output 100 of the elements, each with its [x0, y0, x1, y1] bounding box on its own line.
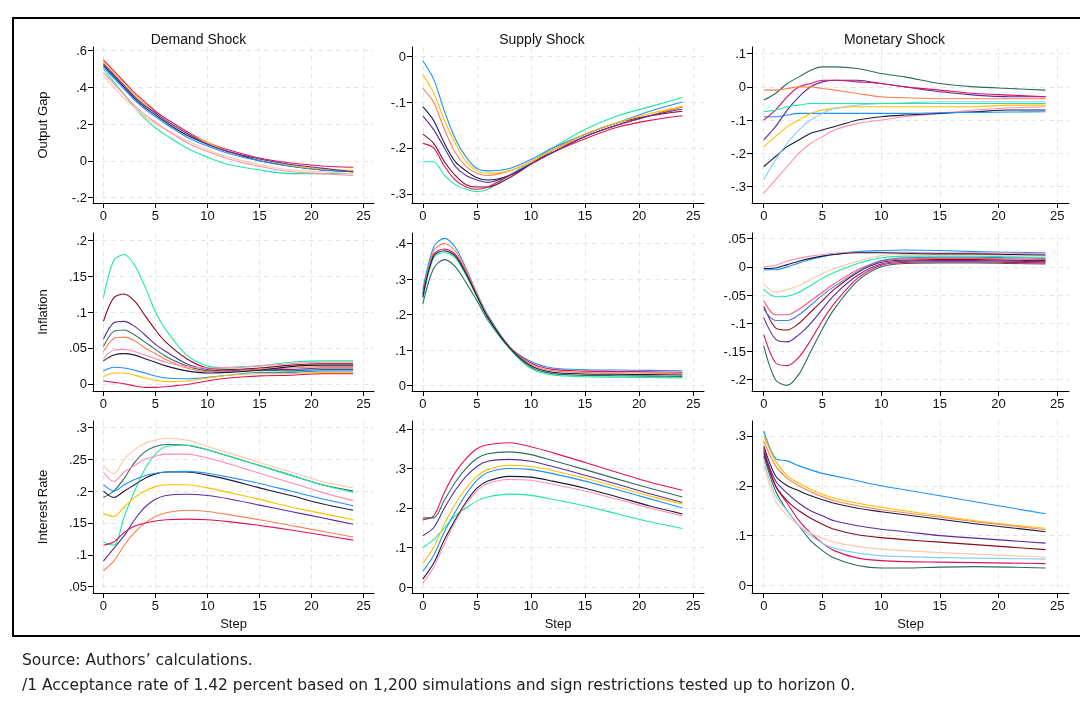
x-tick-label: 20	[991, 208, 1006, 223]
y-tick-label: .1	[76, 304, 87, 320]
x-tick-label: 5	[151, 208, 160, 223]
y-tick-label: .3	[735, 428, 746, 444]
y-tick-label: 0	[79, 153, 87, 169]
y-tick-label: -.3	[390, 186, 406, 202]
y-tick-label: .05	[68, 340, 87, 356]
y-tick-label: 0	[398, 48, 406, 64]
y-tick-label: .3	[395, 460, 406, 476]
y-tick-label: .1	[735, 46, 746, 62]
y-tick-label: 0	[398, 579, 406, 595]
x-tick-label: 15	[252, 396, 267, 411]
x-axis-title: Step	[220, 615, 247, 631]
x-tick-label: 25	[356, 396, 371, 411]
y-tick-label: 0	[79, 376, 87, 392]
x-tick-label: 5	[818, 396, 827, 411]
x-tick-label: 0	[760, 598, 768, 613]
y-tick-label: .4	[395, 236, 406, 252]
y-tick-label: .2	[76, 483, 87, 499]
x-tick-label: 15	[932, 396, 948, 411]
y-tick-label: -.1	[730, 315, 746, 331]
y-tick-label: .6	[76, 43, 87, 59]
y-tick-label: 0	[398, 378, 406, 394]
x-tick-label: 10	[523, 598, 539, 613]
x-tick-label: 25	[1050, 396, 1065, 411]
x-tick-label: 10	[200, 208, 215, 223]
y-tick-label: 0	[738, 259, 746, 275]
x-tick-label: 20	[991, 598, 1006, 613]
source-note: Source: Authors’ calculations.	[22, 650, 254, 671]
x-tick-label: 0	[99, 598, 108, 613]
x-tick-label: 15	[932, 208, 948, 223]
y-tick-label: .05	[68, 579, 87, 595]
y-tick-label: -.15	[723, 344, 746, 359]
x-tick-label: 15	[252, 208, 267, 223]
x-axis-title: Step	[544, 615, 572, 631]
x-tick-label: 25	[356, 598, 371, 613]
x-tick-label: 25	[1050, 598, 1065, 613]
y-tick-label: -.05	[723, 287, 746, 303]
x-tick-label: 25	[1050, 208, 1065, 223]
x-tick-label: 0	[419, 208, 427, 223]
y-tick-label: -.3	[730, 178, 746, 194]
y-tick-label: .05	[727, 231, 746, 247]
x-tick-label: 25	[356, 208, 371, 223]
x-tick-label: 25	[685, 396, 701, 411]
x-tick-label: 0	[99, 396, 108, 411]
y-tick-label: -.1	[390, 94, 406, 110]
x-tick-label: 20	[991, 396, 1006, 411]
x-tick-label: 15	[577, 598, 593, 613]
y-tick-label: -.2	[71, 189, 87, 205]
y-tick-label: -.2	[730, 145, 746, 161]
y-tick-label: .1	[76, 547, 87, 563]
x-tick-label: 10	[200, 598, 215, 613]
x-tick-label: 10	[873, 396, 889, 411]
x-tick-label: 5	[473, 208, 481, 223]
x-tick-label: 10	[873, 598, 889, 613]
x-tick-label: 20	[304, 598, 319, 613]
x-tick-label: 15	[252, 598, 267, 613]
x-tick-label: 20	[631, 396, 647, 411]
y-tick-label: .2	[76, 116, 87, 132]
x-tick-label: 10	[200, 396, 215, 411]
x-tick-label: 5	[818, 598, 827, 613]
y-tick-label: -.2	[730, 372, 746, 388]
y-tick-label: .15	[68, 515, 87, 531]
x-tick-label: 5	[151, 598, 160, 613]
x-tick-label: 20	[631, 598, 647, 613]
x-tick-label: 25	[685, 598, 701, 613]
x-tick-label: 5	[151, 396, 160, 411]
x-tick-label: 15	[577, 208, 593, 223]
x-tick-label: 0	[760, 396, 768, 411]
x-tick-label: 0	[760, 208, 768, 223]
y-tick-label: .1	[395, 540, 406, 556]
x-tick-label: 0	[99, 208, 108, 223]
y-tick-label: .1	[395, 342, 406, 358]
y-tick-label: 0	[738, 578, 746, 594]
x-tick-label: 10	[873, 208, 889, 223]
text: /1 Acceptance rate of 1.42 percent based on 1,200 simulations and sign restrictions tested up to horizon 0.	[22, 675, 856, 696]
x-tick-label: 5	[473, 396, 481, 411]
y-tick-label: .2	[395, 307, 406, 323]
x-axis-title: Step	[897, 615, 924, 631]
y-tick-label: .3	[395, 271, 406, 287]
x-tick-label: 5	[473, 598, 481, 613]
y-tick-label: .2	[395, 500, 406, 516]
chart-title: Demand Shock	[150, 31, 248, 47]
y-axis-title: Interest Rate	[35, 469, 50, 545]
x-tick-label: 20	[304, 208, 319, 223]
y-tick-label: .25	[68, 451, 87, 467]
y-tick-label: .1	[735, 528, 746, 544]
x-tick-label: 20	[631, 208, 647, 223]
y-tick-label: 0	[738, 79, 746, 95]
x-tick-label: 10	[523, 208, 539, 223]
y-tick-label: -.2	[390, 140, 406, 156]
y-axis-title: Inflation	[35, 289, 50, 335]
x-tick-label: 5	[818, 208, 827, 223]
x-tick-label: 10	[523, 396, 539, 411]
x-tick-label: 0	[419, 396, 427, 411]
x-tick-label: 25	[685, 208, 701, 223]
y-tick-label: .2	[76, 232, 87, 248]
x-tick-label: 0	[419, 598, 427, 613]
y-tick-label: .15	[68, 268, 87, 284]
y-tick-label: .2	[735, 478, 746, 494]
